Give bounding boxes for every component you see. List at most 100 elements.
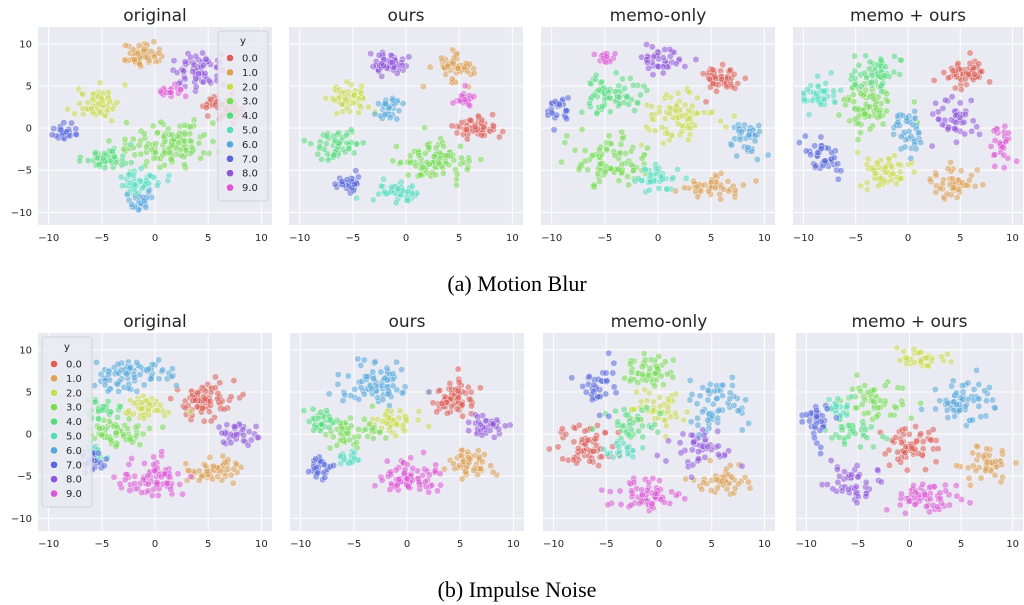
scatter-point [664,403,672,411]
legend-label: 9.0 [66,489,82,500]
scatter-point [693,183,701,191]
legend-title: y [64,342,70,353]
legend-label: 3.0 [242,97,258,108]
scatter-point [881,450,889,458]
scatter-point [718,75,726,83]
scatter-point [957,167,965,175]
scatter-point [435,159,443,167]
scatter-point [976,130,983,138]
scatter-point [415,152,423,159]
scatter-point [165,171,173,179]
scatter-point [834,175,842,183]
legend-label: 0.0 [242,54,258,65]
scatter-point [694,414,701,422]
scatter-point [997,478,1005,486]
x-tick-label: −10 [289,233,310,244]
scatter-point [147,48,155,55]
scatter-point [719,392,726,400]
scatter-point [355,432,363,440]
scatter-point [409,464,417,472]
scatter-point [384,390,392,398]
scatter-point [474,447,482,454]
x-tick-label: −5 [597,233,612,244]
scatter-point [618,128,625,136]
scatter-panel: memo + ours −10 −5 0 5 10 [796,312,1023,550]
scatter-point [688,473,695,481]
legend-label: 4.0 [66,417,82,428]
scatter-point [930,77,938,84]
scatter-point [426,63,434,71]
scatter-point [644,144,651,152]
scatter-point [851,430,859,437]
panel-title: memo-only [610,6,707,26]
scatter-point [330,151,338,159]
scatter-point [576,164,583,172]
scatter-point [117,403,124,411]
scatter-point [125,407,133,415]
scatter-point [131,151,139,159]
scatter-point [154,129,162,136]
scatter-point [953,193,961,201]
scatter-point [627,147,635,155]
scatter-point [605,132,613,140]
scatter-point [966,59,974,67]
scatter-point [654,428,662,436]
scatter-point [944,165,952,173]
scatter-point [563,115,570,123]
scatter-point [620,422,628,430]
legend-label: 5.0 [242,126,258,137]
scatter-point [862,492,870,500]
scatter-point [609,369,617,377]
scatter-point [652,165,660,172]
scatter-point [149,122,157,130]
scatter-point [474,112,482,120]
scatter-point [961,75,969,83]
scatter-point [932,188,940,196]
scatter-point [889,170,897,178]
scatter-point [458,119,466,126]
scatter-point [114,413,122,421]
scatter-point [335,139,343,147]
scatter-point [164,125,172,133]
scatter-point [345,145,353,153]
scatter-point [610,383,618,391]
scatter-point [615,165,623,173]
scatter-point [898,490,905,498]
scatter-point [853,499,861,507]
scatter-point [876,112,884,120]
scatter-point [84,157,92,164]
scatter-point [845,421,852,429]
scatter-point [144,480,152,488]
scatter-point [138,405,146,412]
scatter-point [841,440,848,448]
x-tick-label: 5 [205,539,211,550]
scatter-point [145,365,153,373]
scatter-point [664,129,671,137]
scatter-point [367,50,375,58]
scatter-point [694,193,702,201]
scatter-point [907,154,915,162]
scatter-point [117,366,125,374]
scatter-point [872,170,880,178]
scatter-point [327,416,334,424]
scatter-point [615,177,623,185]
scatter-point [977,474,985,482]
scatter-point [169,141,177,149]
scatter-point [590,51,598,58]
scatter-point [101,381,109,389]
scatter-point [72,131,80,139]
scatter-point [676,439,684,447]
scatter-point [726,395,734,403]
scatter-point [953,462,960,470]
scatter-point [733,152,741,160]
scatter-point [883,506,891,514]
scatter-point [915,128,923,136]
scatter-point [354,355,362,363]
scatter-point [570,438,578,446]
scatter-point [658,124,666,131]
scatter-point [690,438,698,445]
scatter-point [199,78,207,86]
scatter-point [230,422,238,430]
scatter-point [985,451,993,459]
scatter-point [126,487,134,494]
